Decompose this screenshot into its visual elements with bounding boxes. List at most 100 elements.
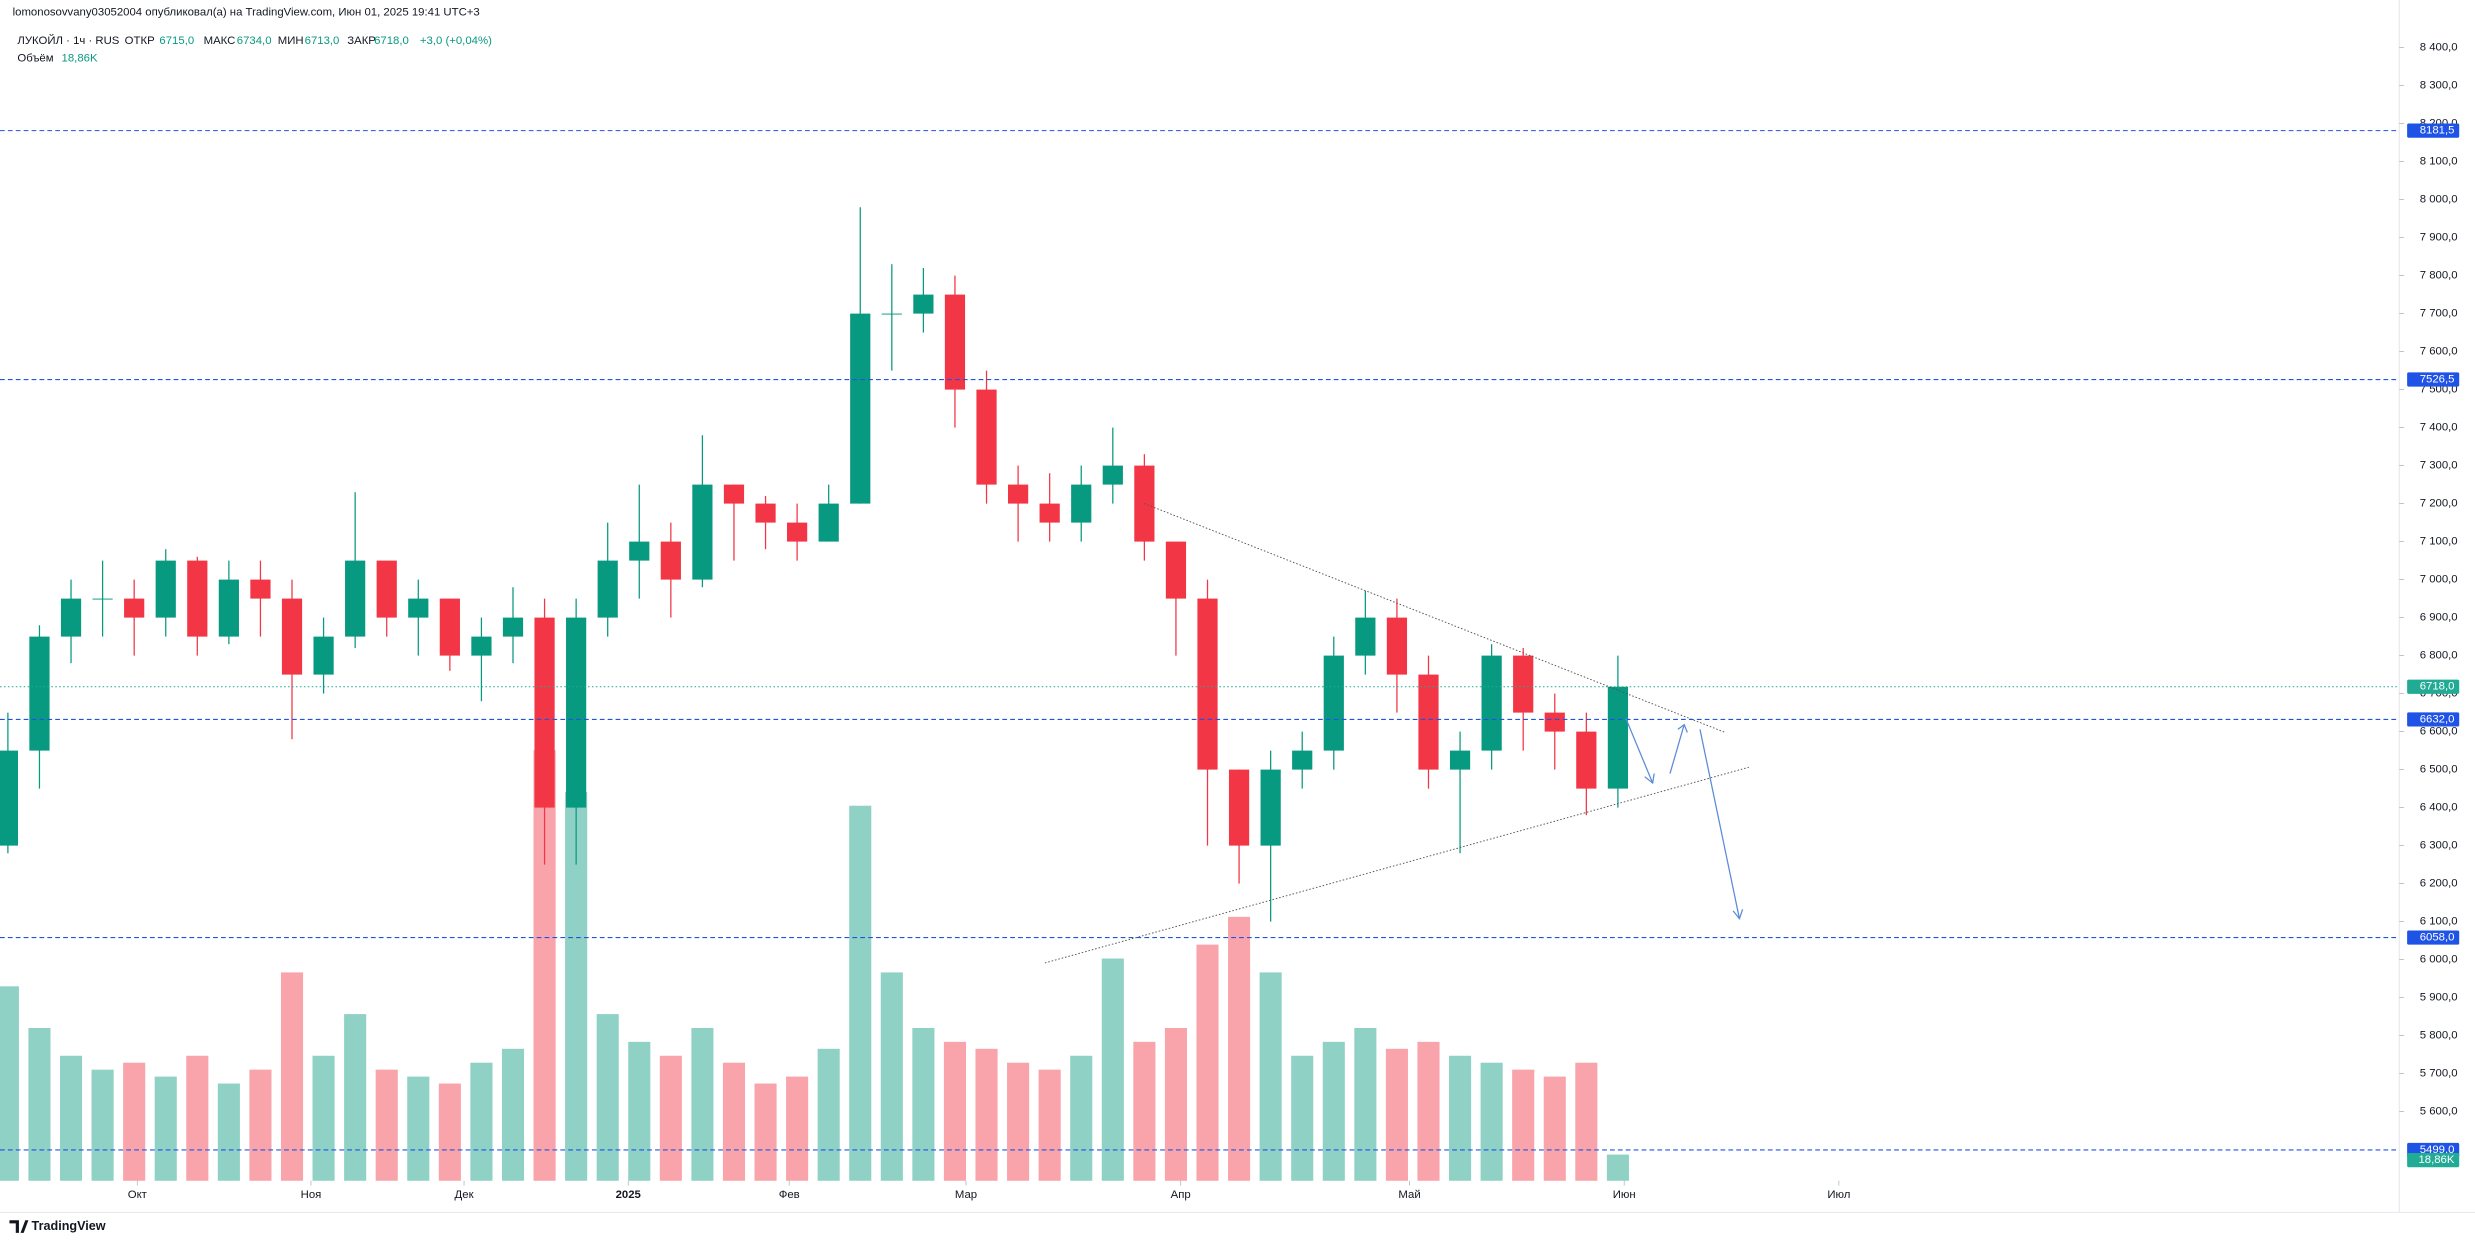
volume-bar (1606, 1154, 1629, 1181)
y-tick-label: 7 500,0 (2420, 384, 2458, 396)
volume-badge-label: 18,86K (2418, 1154, 2454, 1166)
volume-bar (280, 972, 304, 1181)
volume-bar (1007, 1062, 1030, 1181)
candle-body (755, 503, 776, 523)
level-badge (2407, 712, 2460, 727)
y-tick-label: 8 300,0 (2420, 80, 2458, 92)
y-tick-label: 5 700,0 (2420, 1068, 2458, 1080)
volume-bar (249, 1069, 272, 1181)
candle-body (29, 636, 50, 751)
ohlc-value: 6718,0 (374, 35, 409, 47)
y-tick-label: 7 600,0 (2420, 346, 2458, 358)
footer-brand: TradingView (32, 1219, 106, 1233)
volume-bar (1291, 1055, 1314, 1181)
y-tick-label: 8 400,0 (2420, 42, 2458, 54)
volume-bar (912, 1027, 935, 1181)
volume-bar (817, 1048, 840, 1181)
plot-area: 5 600,0 5 700,0 5 800,0 5 900,0 6 000,0 6 100… (0, 42, 2460, 1201)
volume-bar (59, 1055, 83, 1181)
candle-body (597, 560, 618, 618)
candle-body (1007, 484, 1029, 504)
candle-body (1576, 731, 1597, 789)
volume-key: Объём (17, 52, 53, 64)
candle-body (1292, 750, 1313, 770)
candle-body (471, 636, 492, 656)
candle-body (723, 484, 745, 504)
y-tick-label: 6 100,0 (2420, 916, 2458, 928)
volume-bar (533, 750, 556, 1181)
y-tick-label: 7 900,0 (2420, 232, 2458, 244)
level-label: 5499,0 (2420, 1144, 2455, 1156)
volume-bar (1449, 1055, 1472, 1181)
drawings (1044, 503, 1750, 964)
candle-body (92, 598, 113, 600)
ohlc-value: 6734,0 (237, 35, 272, 47)
candle-body (313, 636, 334, 675)
volume-bar (1385, 1048, 1408, 1181)
volume-bar (0, 986, 19, 1181)
candle-body (1386, 617, 1408, 675)
candle-body (1039, 503, 1060, 523)
ohlc-key: ЗАКР (347, 35, 376, 47)
y-tick-label: 6 800,0 (2420, 650, 2458, 662)
volume-bar (1512, 1069, 1535, 1181)
volume-bar (123, 1062, 146, 1181)
candle-body (692, 484, 713, 580)
volume-bar (1164, 1027, 1187, 1181)
level-label: 7526,5 (2420, 374, 2455, 386)
y-tick-label: 6 000,0 (2420, 954, 2458, 966)
change: +3,0 (+0,04%) (420, 35, 492, 47)
y-tick-label: 6 500,0 (2420, 764, 2458, 776)
level-badge (2407, 123, 2460, 138)
ohlc-value: 6715,0 (159, 35, 194, 47)
y-tick-label: 7 000,0 (2420, 574, 2458, 586)
candle-body (629, 541, 650, 561)
candle-body (944, 294, 966, 390)
volume-bar (375, 1069, 398, 1181)
volume-bar (154, 1076, 177, 1181)
candle-body (124, 598, 145, 618)
candle-body (1607, 686, 1629, 789)
y-tick-label: 6 600,0 (2420, 726, 2458, 738)
candle-body (913, 294, 934, 314)
ohlc-key: МИН (278, 35, 304, 47)
volume-bar (1480, 1062, 1503, 1181)
candle-body (439, 598, 460, 656)
arrow (1699, 729, 1744, 921)
volume-bar (1133, 1041, 1156, 1181)
candle-body (1197, 598, 1218, 770)
candle-body (976, 389, 997, 485)
x-tick-label: Июн (1613, 1189, 1636, 1201)
volume-bar (1070, 1055, 1093, 1181)
y-tick-label: 5 900,0 (2420, 992, 2458, 1004)
y-tick-label: 7 100,0 (2420, 536, 2458, 548)
candle-body (1134, 465, 1155, 542)
candle-body (250, 579, 271, 599)
candle-body (1323, 655, 1344, 751)
volume-bar (28, 1027, 51, 1181)
volume-badge (2407, 1152, 2460, 1168)
candle-body (881, 313, 902, 315)
trendline (1044, 766, 1750, 964)
volume-bar (628, 1041, 651, 1181)
candle-body (660, 541, 681, 580)
candle-body (1418, 674, 1439, 770)
volume-bar (217, 1083, 240, 1181)
y-tick-label: 8 000,0 (2420, 194, 2458, 206)
candle-body (376, 560, 397, 618)
volume-bar (943, 1041, 967, 1181)
y-tick-label: 7 300,0 (2420, 460, 2458, 472)
ohlc-key: ОТКР (125, 35, 155, 47)
candle-body (1513, 655, 1534, 713)
volume-bar (1543, 1076, 1566, 1181)
y-tick-label: 8 100,0 (2420, 156, 2458, 168)
volume-bar (1417, 1041, 1440, 1181)
candle-body (60, 598, 82, 637)
candle-body (534, 617, 555, 808)
candle-body (0, 750, 18, 846)
volume-bar (1322, 1041, 1345, 1181)
ohlc-key: МАКС (204, 35, 236, 47)
volume-bar (1196, 944, 1219, 1181)
publisher: lomonosovvany03052004 опубликовал(а) на … (13, 7, 480, 19)
volume-bar (1228, 916, 1251, 1181)
